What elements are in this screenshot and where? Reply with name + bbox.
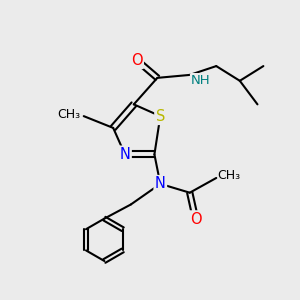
Text: NH: NH: [191, 74, 211, 87]
Text: CH₃: CH₃: [58, 108, 81, 121]
Text: N: N: [155, 176, 166, 191]
Text: O: O: [131, 53, 142, 68]
Text: O: O: [190, 212, 202, 227]
Text: CH₃: CH₃: [218, 169, 241, 182]
Text: N: N: [119, 147, 130, 162]
Text: S: S: [156, 109, 165, 124]
